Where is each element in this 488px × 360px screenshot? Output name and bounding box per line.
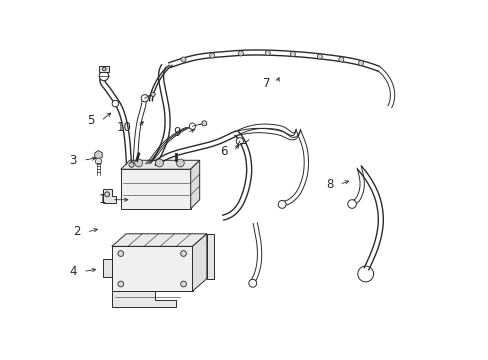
Circle shape [180,251,186,256]
Polygon shape [206,234,214,279]
Text: 7: 7 [263,77,270,90]
Text: 5: 5 [87,114,95,127]
Circle shape [317,54,322,59]
Polygon shape [121,169,190,209]
Circle shape [358,60,363,66]
Circle shape [99,71,108,81]
Text: 3: 3 [69,154,77,167]
Polygon shape [95,150,102,159]
Polygon shape [190,160,199,209]
Circle shape [236,138,243,145]
Circle shape [189,123,195,130]
Polygon shape [112,246,192,291]
Circle shape [141,95,148,102]
Circle shape [104,192,109,197]
Circle shape [209,53,214,58]
Circle shape [248,279,256,287]
Text: 6: 6 [220,145,227,158]
Circle shape [129,162,134,167]
Circle shape [151,92,155,96]
Text: 1: 1 [98,193,105,206]
Text: 2: 2 [73,225,81,238]
Circle shape [290,51,295,57]
Polygon shape [112,234,206,246]
Circle shape [118,251,123,256]
Circle shape [102,67,106,71]
Polygon shape [102,189,116,203]
Polygon shape [192,234,206,291]
Circle shape [112,100,119,107]
Bar [99,66,109,72]
Circle shape [95,158,102,165]
Polygon shape [102,259,112,277]
Polygon shape [112,291,176,307]
Circle shape [202,121,206,126]
Circle shape [181,57,185,62]
Circle shape [278,201,285,208]
Circle shape [238,51,243,56]
Circle shape [265,50,270,55]
Text: 8: 8 [325,178,333,191]
Text: 10: 10 [117,121,132,134]
Circle shape [155,159,163,167]
Circle shape [135,159,142,167]
Text: 4: 4 [69,265,77,278]
Circle shape [118,281,123,287]
Circle shape [176,159,184,167]
Circle shape [347,200,356,208]
Text: 9: 9 [173,126,181,139]
Circle shape [338,57,343,62]
Circle shape [180,281,186,287]
Polygon shape [121,160,199,169]
